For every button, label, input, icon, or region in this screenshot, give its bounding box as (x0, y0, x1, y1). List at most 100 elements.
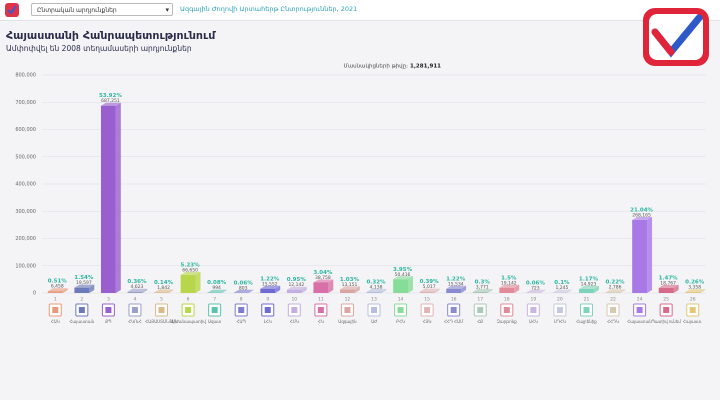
bar (632, 219, 648, 293)
bar (658, 287, 674, 293)
party-name: ՀՄԿ (290, 319, 299, 324)
bar-side (620, 289, 626, 293)
bar (472, 291, 488, 293)
value-label: 687,251 (101, 98, 120, 104)
party-name: Արժանապատիվ (170, 319, 206, 324)
bar (154, 292, 169, 293)
bar-top (233, 289, 254, 293)
bar-top (340, 286, 360, 290)
bar-side (275, 285, 281, 293)
party-name: ՀՀԴԿ (607, 319, 619, 324)
bar-side (540, 289, 546, 293)
bar-top (180, 271, 201, 275)
party-name: ՀՔ (477, 319, 483, 324)
party-icon-inner (556, 307, 563, 313)
percent-label: 5.23% (181, 262, 201, 268)
value-label: 19,142 (501, 280, 517, 286)
bar (579, 288, 594, 293)
bar (313, 282, 329, 293)
party-icon-inner (211, 307, 218, 313)
bar-top (313, 279, 334, 283)
x-tick-label: 21 (584, 297, 590, 303)
party-name: ՀԿ (318, 319, 324, 324)
party-name: ՍԴՀԿ (554, 319, 566, 324)
party-icon-inner (105, 307, 112, 313)
bar-top (127, 288, 148, 292)
value-label: 803 (239, 285, 248, 291)
bar (127, 291, 143, 293)
bar-top (393, 276, 413, 280)
bar-top (366, 288, 387, 292)
percent-label: 0.95% (287, 277, 307, 283)
bar-side (434, 288, 440, 293)
value-label: 15,552 (262, 281, 278, 287)
bar-side (461, 285, 467, 293)
subtitle: Ամփոփվել են 2008 տեղամասերի արդյունքներ (6, 44, 192, 53)
dropdown[interactable]: Ընտրական արդյունքներ (31, 3, 173, 17)
percent-label: 0.51% (48, 279, 68, 285)
value-label: 3,358 (688, 285, 701, 291)
bar-side (62, 288, 68, 293)
percent-label: 1.22% (260, 276, 280, 282)
x-tick-label: 14 (398, 297, 404, 303)
value-label: 14,923 (581, 281, 597, 287)
bar (366, 291, 382, 293)
value-label: 2,786 (609, 285, 622, 291)
bar (260, 288, 276, 293)
party-icon-inner (291, 307, 298, 313)
x-tick-label: 9 (266, 297, 269, 303)
value-label: 15,534 (448, 281, 464, 287)
percent-label: 3.04% (313, 270, 333, 276)
x-tick-label: 24 (637, 297, 643, 303)
party-name: Պատիվ ունեմ (652, 319, 682, 324)
bar-top (605, 289, 626, 293)
party-icon-inner (158, 307, 165, 313)
party-icon-inner (450, 307, 457, 313)
percent-label: 1.22% (446, 276, 466, 282)
y-tick-label: 800,000 (15, 73, 36, 79)
value-label: 18,767 (660, 280, 676, 286)
value-label: 1,842 (157, 285, 170, 291)
party-icon-inner (663, 307, 670, 313)
percent-label: 0.32% (366, 279, 386, 285)
logo (643, 8, 709, 66)
bar (340, 289, 355, 293)
party-name: ՀՅԿ (423, 319, 432, 324)
party-name: Հայրենիք (576, 319, 597, 324)
participants-label: Մասնակիցների թիվը: (343, 64, 408, 70)
value-label: 19,597 (76, 280, 92, 286)
party-icon-inner (317, 307, 324, 313)
value-label: 1,245 (555, 285, 568, 291)
x-tick-label: 19 (530, 297, 536, 303)
party-name: ԱՀԿ (529, 319, 538, 324)
nav-link[interactable]: Ազգային Ժողովի Արտահերթ Ընտրություններ, … (180, 5, 358, 13)
bar-side (700, 289, 706, 293)
party-icon-inner (503, 307, 510, 313)
party-name: ԱԺ (371, 319, 377, 324)
bar-top (552, 289, 573, 293)
x-tick-label: 4 (134, 297, 137, 303)
percent-label: 0.39% (420, 279, 440, 285)
percent-label: 1.54% (74, 275, 94, 281)
party-name: ՀԿՈւՀ (128, 319, 141, 324)
percent-label: 1.47% (659, 275, 679, 281)
bar-top (525, 289, 546, 293)
party-icon-inner (477, 307, 484, 313)
party-icon-inner (424, 307, 431, 313)
bar-side (89, 284, 95, 293)
value-label: 6,458 (51, 284, 64, 290)
party-icon-inner (264, 307, 271, 313)
bar-side (168, 289, 174, 293)
value-label: 13,151 (342, 282, 358, 288)
bar-top (47, 288, 68, 292)
y-tick-label: 400,000 (15, 182, 36, 188)
bar-side (354, 286, 360, 293)
bar-top (685, 289, 706, 293)
percent-label: 0.14% (154, 280, 174, 286)
party-icon-inner (689, 307, 696, 313)
bar-top (472, 288, 493, 292)
bar-side (514, 284, 520, 293)
bar (605, 292, 621, 293)
bar-side (593, 285, 599, 293)
